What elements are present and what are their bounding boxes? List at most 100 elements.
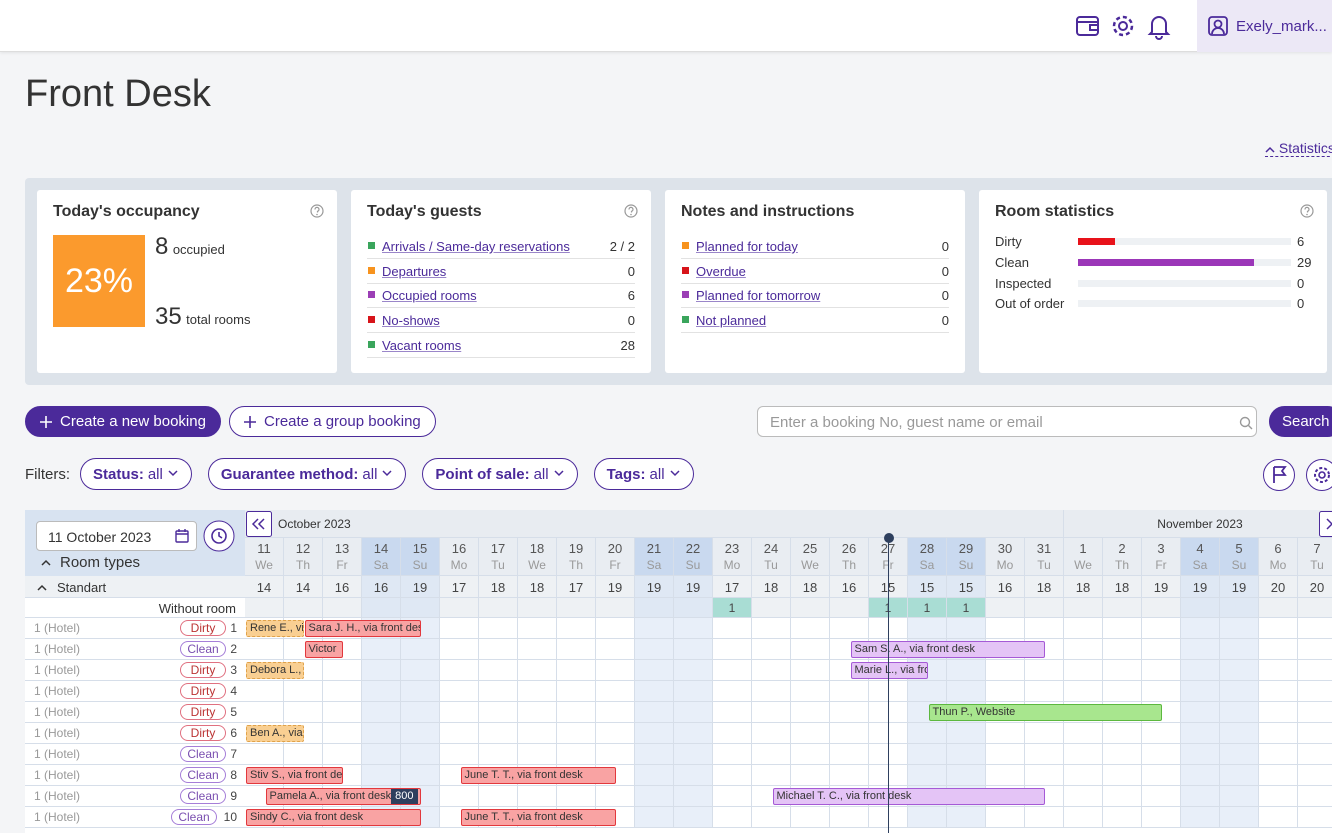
availability-cell: 16 [986, 576, 1025, 597]
weekday: Sa [646, 558, 662, 572]
row-link[interactable]: Occupied rooms [382, 288, 477, 304]
filter-value: all [533, 465, 549, 483]
filter-dropdown[interactable]: Status: all [80, 458, 192, 490]
booking[interactable]: Sara J. H., via front desk [304, 620, 421, 637]
row-link[interactable]: Planned for today [696, 239, 798, 254]
filter-name: Status: [93, 465, 144, 483]
weekday: Th [568, 558, 583, 572]
room-cell [1298, 618, 1332, 638]
room-status[interactable]: Clean [180, 641, 226, 657]
filter-dropdown[interactable]: Tags: all [593, 458, 694, 490]
without-room-cell [791, 598, 830, 617]
date-picker[interactable]: 11 October 2023 [36, 521, 197, 551]
booking-label: Sindy C., via front desk [250, 811, 364, 823]
day-number: 20 [607, 541, 623, 556]
room-status[interactable]: Dirty [180, 725, 226, 741]
booking[interactable]: June T. T., via front desk [460, 809, 616, 826]
help-icon[interactable] [624, 204, 638, 218]
booking[interactable]: Thun P., Website [928, 704, 1162, 721]
today-button[interactable] [203, 520, 235, 552]
filter-dropdown[interactable]: Guarantee method: all [207, 458, 407, 490]
room-cell [908, 723, 947, 743]
room-status[interactable]: Clean [180, 767, 226, 783]
row-divider [367, 258, 635, 259]
room-status[interactable]: Dirty [180, 683, 226, 699]
row-link[interactable]: Not planned [696, 313, 767, 329]
day-cell: 19 Th [557, 538, 596, 575]
flag-button[interactable] [1262, 458, 1296, 492]
notifications-icon[interactable] [1146, 12, 1172, 40]
room-status[interactable]: Dirty [180, 620, 226, 636]
row-link[interactable]: Overdue [696, 263, 746, 279]
row-divider [367, 332, 635, 334]
room-cell [986, 765, 1025, 785]
room-cell [1142, 723, 1181, 743]
room-cell [1181, 660, 1220, 680]
row-link[interactable]: Vacant rooms [382, 337, 462, 353]
room-cell [752, 681, 791, 701]
settings-button[interactable] [1305, 458, 1332, 492]
next-button[interactable] [1319, 511, 1332, 537]
room-cell [752, 723, 791, 743]
create-booking-button[interactable]: Create a new booking [25, 406, 221, 437]
settings-icon[interactable] [1110, 13, 1136, 39]
room-cell [1181, 639, 1220, 659]
statistics-toggle[interactable]: Statistics [1265, 140, 1332, 157]
search-placeholder: Enter a booking No, guest name or email [770, 414, 1043, 431]
user-menu[interactable]: Exely_mark... [1197, 0, 1332, 52]
room-status[interactable]: Dirty [180, 662, 226, 678]
availability-cell: 18 [1103, 576, 1142, 597]
room-cell [401, 765, 440, 785]
room-cell [557, 702, 596, 722]
availability-cell: 15 [947, 576, 986, 597]
booking[interactable]: Stiv S., via front desk [246, 767, 343, 784]
availability-cell: 14 [245, 576, 284, 597]
room-cell [1220, 807, 1259, 827]
room-cell [1103, 660, 1142, 680]
room-cell [947, 807, 986, 827]
room-status[interactable]: Clean [180, 788, 226, 804]
without-room-cell [1142, 598, 1181, 617]
booking[interactable]: Michael T. C., via front desk [772, 788, 1045, 805]
room-cell [323, 681, 362, 701]
previous-button[interactable] [246, 511, 272, 537]
calendar-icon [175, 529, 189, 543]
booking[interactable]: Sindy C., via front desk [246, 809, 421, 826]
booking[interactable]: Ben A., via front desk [246, 725, 304, 742]
room-cell [518, 660, 557, 680]
row-link[interactable]: No-shows [382, 313, 440, 329]
booking[interactable]: Marie L., via front desk [850, 662, 928, 679]
search-button[interactable]: Search [1269, 406, 1332, 437]
room-status[interactable]: Clean [180, 746, 226, 762]
booking[interactable]: Pamela A., via front desk 800 [265, 788, 421, 805]
search-input[interactable]: Enter a booking No, guest name or email [757, 406, 1257, 437]
availability-cell: 19 [596, 576, 635, 597]
day-cell: 7 Tu [1298, 538, 1332, 575]
row-link[interactable]: Departures [382, 263, 447, 279]
filter-dropdown[interactable]: Point of sale: all [422, 458, 578, 490]
booking[interactable]: June T. T., via front desk [460, 767, 616, 784]
booking[interactable]: Rene E., via front desk [246, 620, 304, 637]
chevron-down [670, 470, 680, 477]
button-label: Search [1282, 413, 1330, 430]
room-status[interactable]: Dirty [180, 704, 226, 720]
row-link[interactable]: Planned for tomorrow [696, 288, 821, 304]
chevron-down [554, 470, 564, 477]
booking[interactable]: Victor [304, 641, 343, 658]
help-icon[interactable] [1300, 204, 1314, 218]
room-cell [674, 786, 713, 806]
room-cell [557, 786, 596, 806]
booking[interactable]: Debora L., via front desk [246, 662, 304, 679]
room-cell [518, 723, 557, 743]
room-cell [1259, 744, 1298, 764]
room-status[interactable]: Clean [171, 809, 217, 825]
total-stat: 35 total rooms [155, 303, 250, 331]
calendar-header-left: 11 October 2023 Room types [25, 510, 245, 576]
room-cell [908, 681, 947, 701]
day-cell: 16 Mo [440, 538, 479, 575]
wallet-icon[interactable] [1075, 14, 1101, 38]
row-link[interactable]: Arrivals / Same-day reservations [382, 239, 570, 254]
create-group-booking-button[interactable]: Create a group booking [229, 406, 436, 437]
help-icon[interactable] [310, 204, 324, 218]
booking[interactable]: Sam S. A., via front desk [850, 641, 1045, 658]
